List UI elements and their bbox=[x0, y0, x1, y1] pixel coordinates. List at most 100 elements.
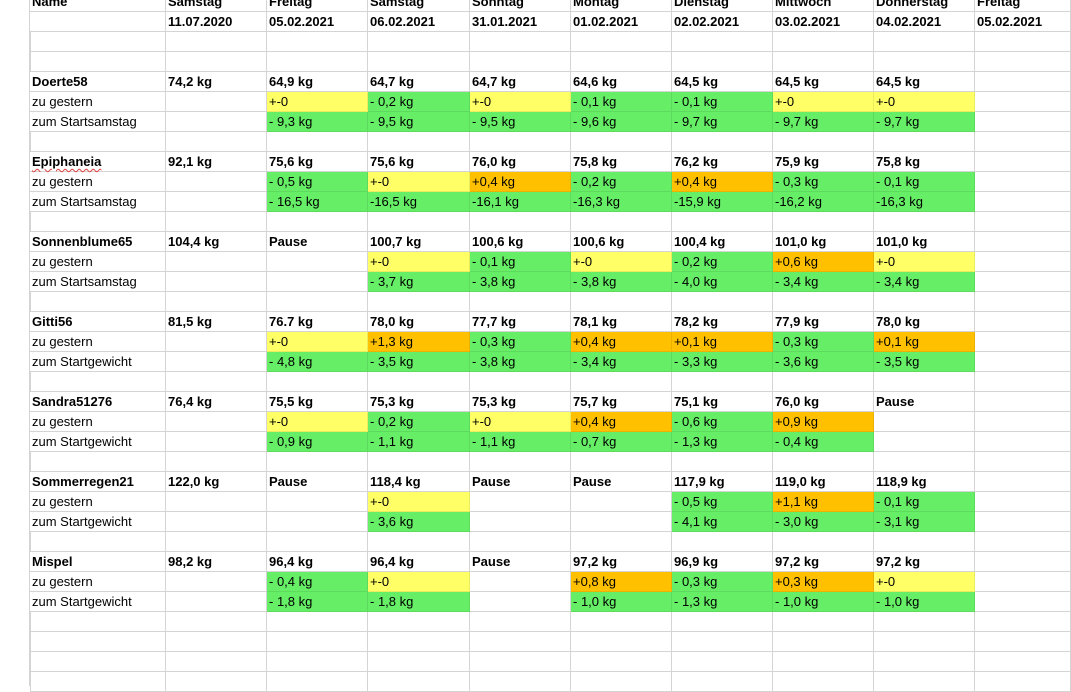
delta-cell[interactable]: - 3,4 kg bbox=[874, 272, 975, 292]
weight-cell[interactable]: 75,5 kg bbox=[267, 392, 368, 412]
empty-cell[interactable] bbox=[30, 212, 166, 232]
row-label-cell[interactable]: zu gestern bbox=[30, 172, 166, 192]
delta-cell[interactable] bbox=[975, 592, 1071, 612]
empty-cell[interactable] bbox=[267, 632, 368, 652]
header-day-cell[interactable]: Donnerstag bbox=[874, 0, 975, 12]
header-day-cell[interactable]: Montag bbox=[571, 0, 672, 12]
weight-cell[interactable] bbox=[975, 232, 1071, 252]
delta-cell[interactable]: - 3,8 kg bbox=[470, 352, 571, 372]
empty-cell[interactable] bbox=[975, 452, 1071, 472]
delta-cell[interactable] bbox=[470, 572, 571, 592]
empty-cell[interactable] bbox=[672, 632, 773, 652]
empty-cell[interactable] bbox=[975, 672, 1071, 692]
empty-cell[interactable] bbox=[773, 292, 874, 312]
delta-cell[interactable]: +-0 bbox=[874, 252, 975, 272]
delta-cell[interactable]: - 0,3 kg bbox=[672, 572, 773, 592]
empty-cell[interactable] bbox=[571, 52, 672, 72]
delta-cell[interactable]: - 1,1 kg bbox=[368, 432, 470, 452]
delta-cell[interactable]: +0,1 kg bbox=[874, 332, 975, 352]
delta-cell[interactable]: +0,4 kg bbox=[571, 412, 672, 432]
delta-cell[interactable] bbox=[267, 272, 368, 292]
empty-cell[interactable] bbox=[571, 452, 672, 472]
empty-cell[interactable] bbox=[672, 212, 773, 232]
delta-cell[interactable] bbox=[975, 92, 1071, 112]
delta-cell[interactable]: +0,3 kg bbox=[773, 572, 874, 592]
delta-cell[interactable] bbox=[975, 492, 1071, 512]
delta-cell[interactable]: - 1,1 kg bbox=[470, 432, 571, 452]
row-label-cell[interactable]: zum Startgewicht bbox=[30, 352, 166, 372]
empty-cell[interactable] bbox=[571, 32, 672, 52]
weight-cell[interactable]: 101,0 kg bbox=[773, 232, 874, 252]
delta-cell[interactable] bbox=[975, 572, 1071, 592]
header-day-cell[interactable]: Mittwoch bbox=[773, 0, 874, 12]
delta-cell[interactable]: - 0,2 kg bbox=[368, 412, 470, 432]
empty-cell[interactable] bbox=[773, 652, 874, 672]
delta-cell[interactable] bbox=[975, 352, 1071, 372]
empty-cell[interactable] bbox=[975, 632, 1071, 652]
delta-cell[interactable]: -16,1 kg bbox=[470, 192, 571, 212]
delta-cell[interactable]: - 3,0 kg bbox=[773, 512, 874, 532]
delta-cell[interactable]: - 0,3 kg bbox=[773, 332, 874, 352]
delta-cell[interactable]: +-0 bbox=[874, 92, 975, 112]
delta-cell[interactable]: - 0,4 kg bbox=[773, 432, 874, 452]
delta-cell[interactable]: - 0,1 kg bbox=[571, 92, 672, 112]
empty-cell[interactable] bbox=[166, 132, 267, 152]
weight-cell[interactable]: Pause bbox=[470, 472, 571, 492]
empty-cell[interactable] bbox=[470, 612, 571, 632]
row-label-cell[interactable]: zum Startgewicht bbox=[30, 592, 166, 612]
weight-cell[interactable]: 97,2 kg bbox=[874, 552, 975, 572]
empty-cell[interactable] bbox=[874, 612, 975, 632]
header-date-cell[interactable]: 01.02.2021 bbox=[571, 12, 672, 32]
row-label-cell[interactable]: zum Startgewicht bbox=[30, 512, 166, 532]
empty-cell[interactable] bbox=[166, 212, 267, 232]
header-name-cell[interactable]: Name bbox=[30, 0, 166, 12]
empty-cell[interactable] bbox=[368, 132, 470, 152]
weight-cell[interactable]: 75,3 kg bbox=[470, 392, 571, 412]
delta-cell[interactable]: - 4,8 kg bbox=[267, 352, 368, 372]
participant-name-cell[interactable]: Gitti56 bbox=[30, 312, 166, 332]
empty-cell[interactable] bbox=[30, 12, 166, 32]
weight-cell[interactable]: 77,7 kg bbox=[470, 312, 571, 332]
empty-cell[interactable] bbox=[166, 532, 267, 552]
delta-cell[interactable] bbox=[166, 192, 267, 212]
empty-cell[interactable] bbox=[975, 212, 1071, 232]
delta-cell[interactable] bbox=[470, 512, 571, 532]
delta-cell[interactable]: +-0 bbox=[874, 572, 975, 592]
header-date-cell[interactable]: 04.02.2021 bbox=[874, 12, 975, 32]
delta-cell[interactable]: - 3,8 kg bbox=[470, 272, 571, 292]
delta-cell[interactable]: - 0,3 kg bbox=[470, 332, 571, 352]
weight-cell[interactable]: 64,6 kg bbox=[571, 72, 672, 92]
empty-cell[interactable] bbox=[571, 632, 672, 652]
weight-cell[interactable]: 77,9 kg bbox=[773, 312, 874, 332]
weight-cell[interactable]: 101,0 kg bbox=[874, 232, 975, 252]
delta-cell[interactable]: - 0,7 kg bbox=[571, 432, 672, 452]
delta-cell[interactable]: - 0,6 kg bbox=[672, 412, 773, 432]
delta-cell[interactable] bbox=[975, 412, 1071, 432]
empty-cell[interactable] bbox=[571, 672, 672, 692]
empty-cell[interactable] bbox=[166, 612, 267, 632]
delta-cell[interactable]: - 9,3 kg bbox=[267, 112, 368, 132]
delta-cell[interactable]: - 9,5 kg bbox=[368, 112, 470, 132]
empty-cell[interactable] bbox=[470, 532, 571, 552]
weight-cell[interactable]: 96,4 kg bbox=[267, 552, 368, 572]
delta-cell[interactable]: - 0,2 kg bbox=[368, 92, 470, 112]
empty-cell[interactable] bbox=[874, 372, 975, 392]
delta-cell[interactable] bbox=[166, 492, 267, 512]
delta-cell[interactable]: - 3,4 kg bbox=[571, 352, 672, 372]
weight-cell[interactable]: 118,4 kg bbox=[368, 472, 470, 492]
weight-cell[interactable]: 97,2 kg bbox=[773, 552, 874, 572]
empty-cell[interactable] bbox=[368, 452, 470, 472]
header-day-cell[interactable]: Freitag bbox=[267, 0, 368, 12]
weight-cell[interactable]: 97,2 kg bbox=[571, 552, 672, 572]
weight-cell[interactable]: 76.7 kg bbox=[267, 312, 368, 332]
weight-cell[interactable]: 64,5 kg bbox=[773, 72, 874, 92]
weight-cell[interactable]: 76,2 kg bbox=[672, 152, 773, 172]
empty-cell[interactable] bbox=[874, 132, 975, 152]
delta-cell[interactable] bbox=[166, 412, 267, 432]
weight-cell[interactable]: Pause bbox=[470, 552, 571, 572]
empty-cell[interactable] bbox=[975, 612, 1071, 632]
delta-cell[interactable]: - 1,3 kg bbox=[672, 432, 773, 452]
delta-cell[interactable] bbox=[470, 492, 571, 512]
row-label-cell[interactable]: zum Startsamstag bbox=[30, 112, 166, 132]
delta-cell[interactable]: +0,8 kg bbox=[571, 572, 672, 592]
